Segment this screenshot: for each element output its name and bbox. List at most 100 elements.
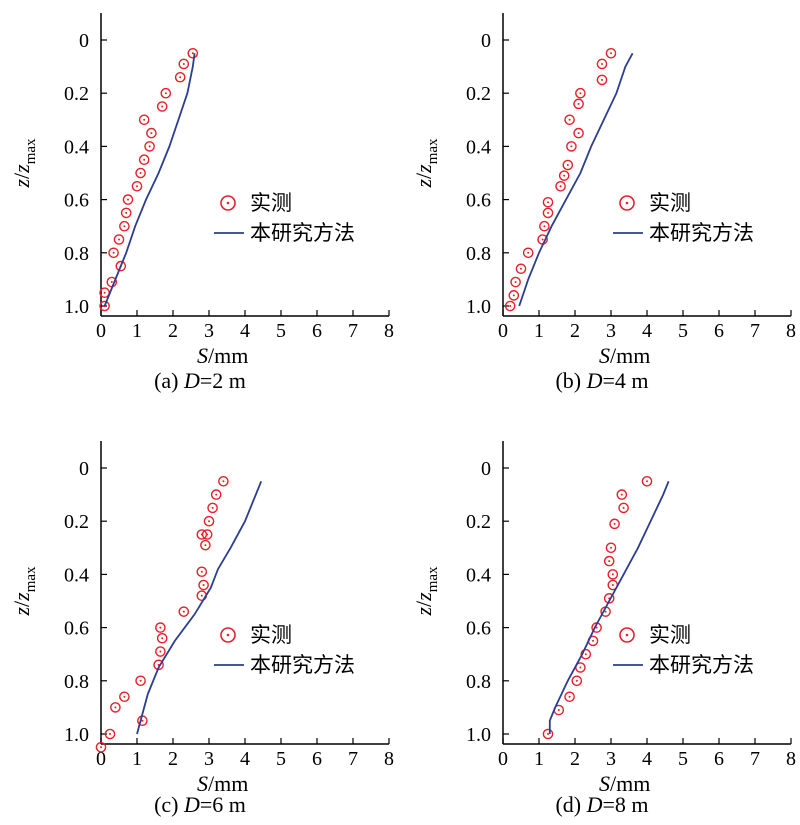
x-tick-label: 8	[384, 320, 394, 342]
measured-point	[573, 127, 584, 139]
y-tick-label: 0.2	[64, 511, 89, 533]
measured-point	[196, 566, 208, 578]
measured-point	[201, 529, 213, 540]
x-tick-label: 2	[168, 320, 178, 342]
y-axis-label: z/zmax	[411, 566, 441, 617]
method-line	[136, 480, 263, 735]
measured-point	[596, 74, 608, 86]
legend-label-method: 本研究方法	[649, 221, 754, 245]
measured-point	[616, 489, 628, 500]
measured-point	[573, 98, 584, 110]
panel-1: 0 1 2 3 4 5 6 7 8 0 0.2 0.4 0.6 0.8 1.0 S/mm z/zmax (a) D…	[9, 13, 394, 393]
measured-point	[571, 675, 583, 687]
x-tick-label: 3	[606, 748, 616, 770]
x-tick-label: 1	[534, 320, 544, 342]
measured-point	[113, 234, 125, 245]
y-tick-label: 0.4	[466, 136, 491, 158]
measured-point	[155, 646, 166, 657]
measured-point	[504, 300, 516, 312]
legend-label-method: 本研究方法	[250, 653, 355, 677]
panel-caption: (c) D=6 m	[154, 792, 246, 817]
x-tick-label: 4	[642, 320, 652, 342]
measured-point	[566, 141, 577, 152]
measured-point	[218, 475, 229, 487]
measured-point	[605, 48, 617, 59]
panel-caption: (d) D=8 m	[555, 792, 648, 817]
measured-point	[542, 196, 554, 208]
y-tick-label: 0	[79, 458, 89, 480]
measured-point	[119, 691, 130, 703]
y-tick-label: 0.2	[466, 83, 491, 105]
y-tick-label: 0	[79, 30, 89, 52]
measured-point	[575, 87, 586, 99]
x-tick-label: 6	[312, 748, 322, 770]
y-tick-label: 1.0	[466, 724, 491, 746]
x-tick-label: 5	[276, 748, 286, 770]
legend-marker-measured	[619, 627, 635, 643]
y-tick-label: 0.8	[466, 671, 491, 693]
measured-point	[510, 276, 521, 288]
y-tick-label: 0.4	[466, 564, 491, 586]
measured-point	[155, 622, 166, 633]
x-tick-label: 1	[534, 748, 544, 770]
legend-label-measured: 实测	[250, 191, 292, 215]
measured-point	[156, 101, 168, 112]
method-line	[518, 52, 634, 307]
measured-point	[596, 58, 608, 70]
x-tick-label: 8	[786, 748, 796, 770]
measured-point	[110, 702, 121, 713]
measured-point	[178, 606, 190, 617]
measured-point	[539, 220, 550, 232]
measured-point	[108, 247, 119, 259]
measured-point	[95, 742, 107, 753]
measured-point	[198, 579, 209, 591]
measured-point	[146, 127, 157, 139]
measured-point	[542, 728, 554, 740]
x-tick-label: 3	[204, 748, 214, 770]
x-tick-label: 6	[714, 320, 724, 342]
y-tick-label: 1.0	[466, 296, 491, 318]
x-tick-label: 5	[678, 320, 688, 342]
x-tick-label: 0	[96, 320, 106, 342]
y-axis-label: z/zmax	[411, 138, 441, 189]
measured-point	[508, 290, 520, 301]
x-tick-label: 4	[642, 748, 652, 770]
measured-point	[207, 502, 218, 514]
y-tick-label: 0.2	[64, 83, 89, 105]
x-tick-label: 4	[240, 320, 250, 342]
panel-caption: (b) D=4 m	[555, 368, 648, 393]
legend-label-measured: 实测	[250, 623, 292, 647]
y-tick-label: 0.6	[466, 618, 491, 640]
y-tick-label: 1.0	[64, 724, 89, 746]
panel-4: 0 1 2 3 4 5 6 7 8 0 0.2 0.4 0.6 0.8 1.0 S/mm z/zmax (d) D…	[411, 441, 796, 817]
x-tick-label: 7	[348, 748, 358, 770]
measured-point	[558, 170, 570, 181]
measured-point	[120, 207, 132, 219]
measured-point	[178, 58, 190, 70]
x-tick-label: 7	[750, 320, 760, 342]
measured-point	[618, 502, 629, 514]
measured-point	[522, 247, 534, 259]
measured-point	[104, 728, 116, 740]
x-tick-label: 1	[132, 748, 142, 770]
x-axis-label: S/mm	[599, 771, 650, 796]
y-tick-label: 0.6	[64, 190, 89, 212]
y-tick-label: 0.6	[64, 618, 89, 640]
measured-point	[203, 515, 215, 527]
measured-point	[562, 159, 574, 171]
measured-point	[555, 180, 566, 192]
y-axis-label: z/zmax	[9, 138, 39, 189]
measured-point	[122, 194, 134, 205]
measured-point	[144, 141, 155, 152]
x-tick-label: 0	[96, 748, 106, 770]
x-tick-label: 2	[168, 748, 178, 770]
measured-point	[138, 114, 150, 126]
y-axis-label: z/zmax	[9, 566, 39, 617]
y-tick-label: 0.8	[64, 243, 89, 265]
x-tick-label: 3	[204, 320, 214, 342]
panel-3: 0 1 2 3 4 5 6 7 8 0 0.2 0.4 0.6 0.8 1.0 S/mm z/zmax (c) D…	[9, 441, 394, 817]
measured-point	[605, 542, 617, 554]
